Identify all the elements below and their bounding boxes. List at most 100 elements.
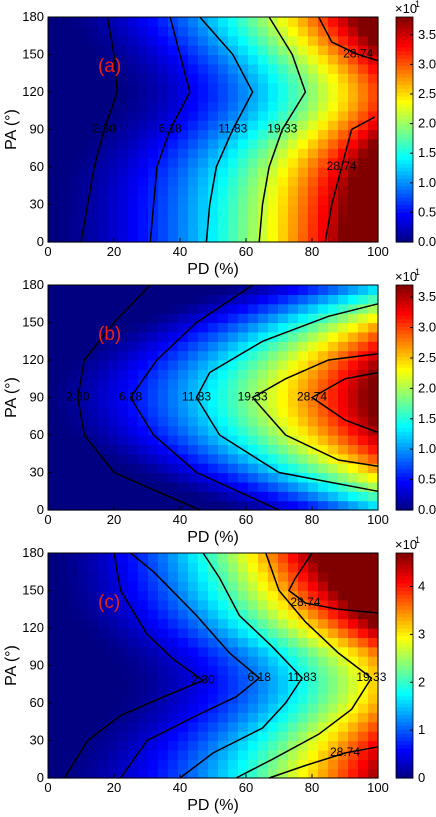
colorbar-step <box>396 178 413 183</box>
x-tick-label: 20 <box>107 780 121 795</box>
heatmap-cell <box>68 285 79 295</box>
heatmap-cell <box>138 204 149 215</box>
heatmap-cell <box>238 303 249 314</box>
heatmap-cell <box>358 609 369 620</box>
heatmap-cell <box>368 656 379 667</box>
heatmap-cell <box>88 703 99 713</box>
heatmap-cell <box>138 500 149 511</box>
heatmap-cell <box>348 416 359 427</box>
x-tick-label: 0 <box>44 244 51 259</box>
heatmap-cell <box>188 463 199 474</box>
heatmap-cell <box>258 731 269 742</box>
colorbar-tick-label: 3.5 <box>418 289 436 304</box>
heatmap-cell <box>298 581 309 592</box>
heatmap-cell <box>278 92 289 102</box>
heatmap-cell <box>138 472 149 483</box>
heatmap-cell <box>258 17 269 27</box>
heatmap-cell <box>98 656 109 667</box>
x-axis-label: PD (%) <box>187 797 239 814</box>
heatmap-cell <box>238 590 249 601</box>
heatmap-cell <box>258 303 269 314</box>
heatmap-cell <box>228 341 239 352</box>
colorbar-step <box>396 296 413 301</box>
heatmap-cell <box>118 759 129 770</box>
heatmap-cell <box>358 749 369 760</box>
contour-line <box>76 284 201 511</box>
colorbar-step <box>396 751 413 757</box>
contour-line <box>317 16 379 62</box>
heatmap-cell <box>288 684 299 695</box>
heatmap-cell <box>128 646 139 657</box>
heatmap-cell <box>218 331 229 342</box>
heatmap-cell <box>318 425 329 436</box>
heatmap-cell <box>258 749 269 760</box>
heatmap-cell <box>58 406 69 417</box>
heatmap-cell <box>58 285 69 295</box>
heatmap-cell <box>238 665 249 676</box>
heatmap-cell <box>228 712 239 723</box>
heatmap-cell <box>248 491 259 502</box>
heatmap-cell <box>118 703 129 713</box>
colorbar-step <box>396 348 413 354</box>
heatmap-cell <box>318 331 329 342</box>
heatmap-cell <box>188 185 199 196</box>
heatmap-cell <box>48 185 59 196</box>
heatmap-cell <box>78 63 89 74</box>
heatmap-cell <box>248 637 259 648</box>
heatmap-cell <box>148 571 159 582</box>
heatmap-cell <box>318 609 329 620</box>
heatmap-cell <box>198 73 209 84</box>
heatmap-cell <box>178 73 189 84</box>
heatmap-cell <box>208 609 219 620</box>
heatmap-cell <box>168 590 179 601</box>
heatmap-cell <box>328 768 339 779</box>
heatmap-cell <box>238 120 249 131</box>
heatmap-cell <box>118 425 129 436</box>
colorbar-step <box>396 303 413 309</box>
heatmap-cell <box>128 693 139 704</box>
heatmap-cell <box>318 322 329 333</box>
heatmap-cell <box>308 674 319 685</box>
heatmap-cell <box>178 759 189 770</box>
heatmap-cell <box>248 749 259 760</box>
heatmap-cell <box>358 294 369 305</box>
heatmap-cell <box>208 341 219 352</box>
heatmap-cell <box>228 26 239 37</box>
heatmap-cell <box>118 674 129 685</box>
heatmap-cell <box>58 63 69 74</box>
y-axis-label: PA (°) <box>3 645 20 686</box>
heatmap-cell <box>308 731 319 742</box>
heatmap-cell <box>58 204 69 215</box>
heatmap-cell <box>208 637 219 648</box>
heatmap-cell <box>188 331 199 342</box>
heatmap-cell <box>88 120 99 131</box>
heatmap-cell <box>148 703 159 713</box>
heatmap-cell <box>298 618 309 629</box>
heatmap-cell <box>288 378 299 389</box>
heatmap-cell <box>258 360 269 370</box>
heatmap-cell <box>228 185 239 196</box>
heatmap-cell <box>88 749 99 760</box>
colorbar-step <box>396 453 413 459</box>
heatmap-cell <box>268 35 279 46</box>
heatmap-cell <box>338 350 349 361</box>
heatmap-cell <box>258 54 269 65</box>
heatmap-cell <box>148 656 159 667</box>
colorbar-step <box>396 215 413 221</box>
heatmap-cell <box>338 313 349 324</box>
colorbar-step <box>396 382 413 387</box>
y-tick-label: 60 <box>30 159 44 174</box>
heatmap-cell <box>188 444 199 455</box>
heatmap-cell <box>148 26 159 37</box>
heatmap-cell <box>78 590 89 601</box>
heatmap-cell <box>118 213 129 224</box>
colorbar-step <box>396 352 413 357</box>
heatmap-cell <box>158 684 169 695</box>
heatmap-cell <box>138 110 149 121</box>
heatmap-cell <box>318 360 329 370</box>
heatmap-cell <box>118 360 129 370</box>
colorbar-step <box>396 182 413 187</box>
heatmap-cell <box>78 628 89 638</box>
colorbar-step <box>396 378 413 384</box>
heatmap-cell <box>58 45 69 56</box>
